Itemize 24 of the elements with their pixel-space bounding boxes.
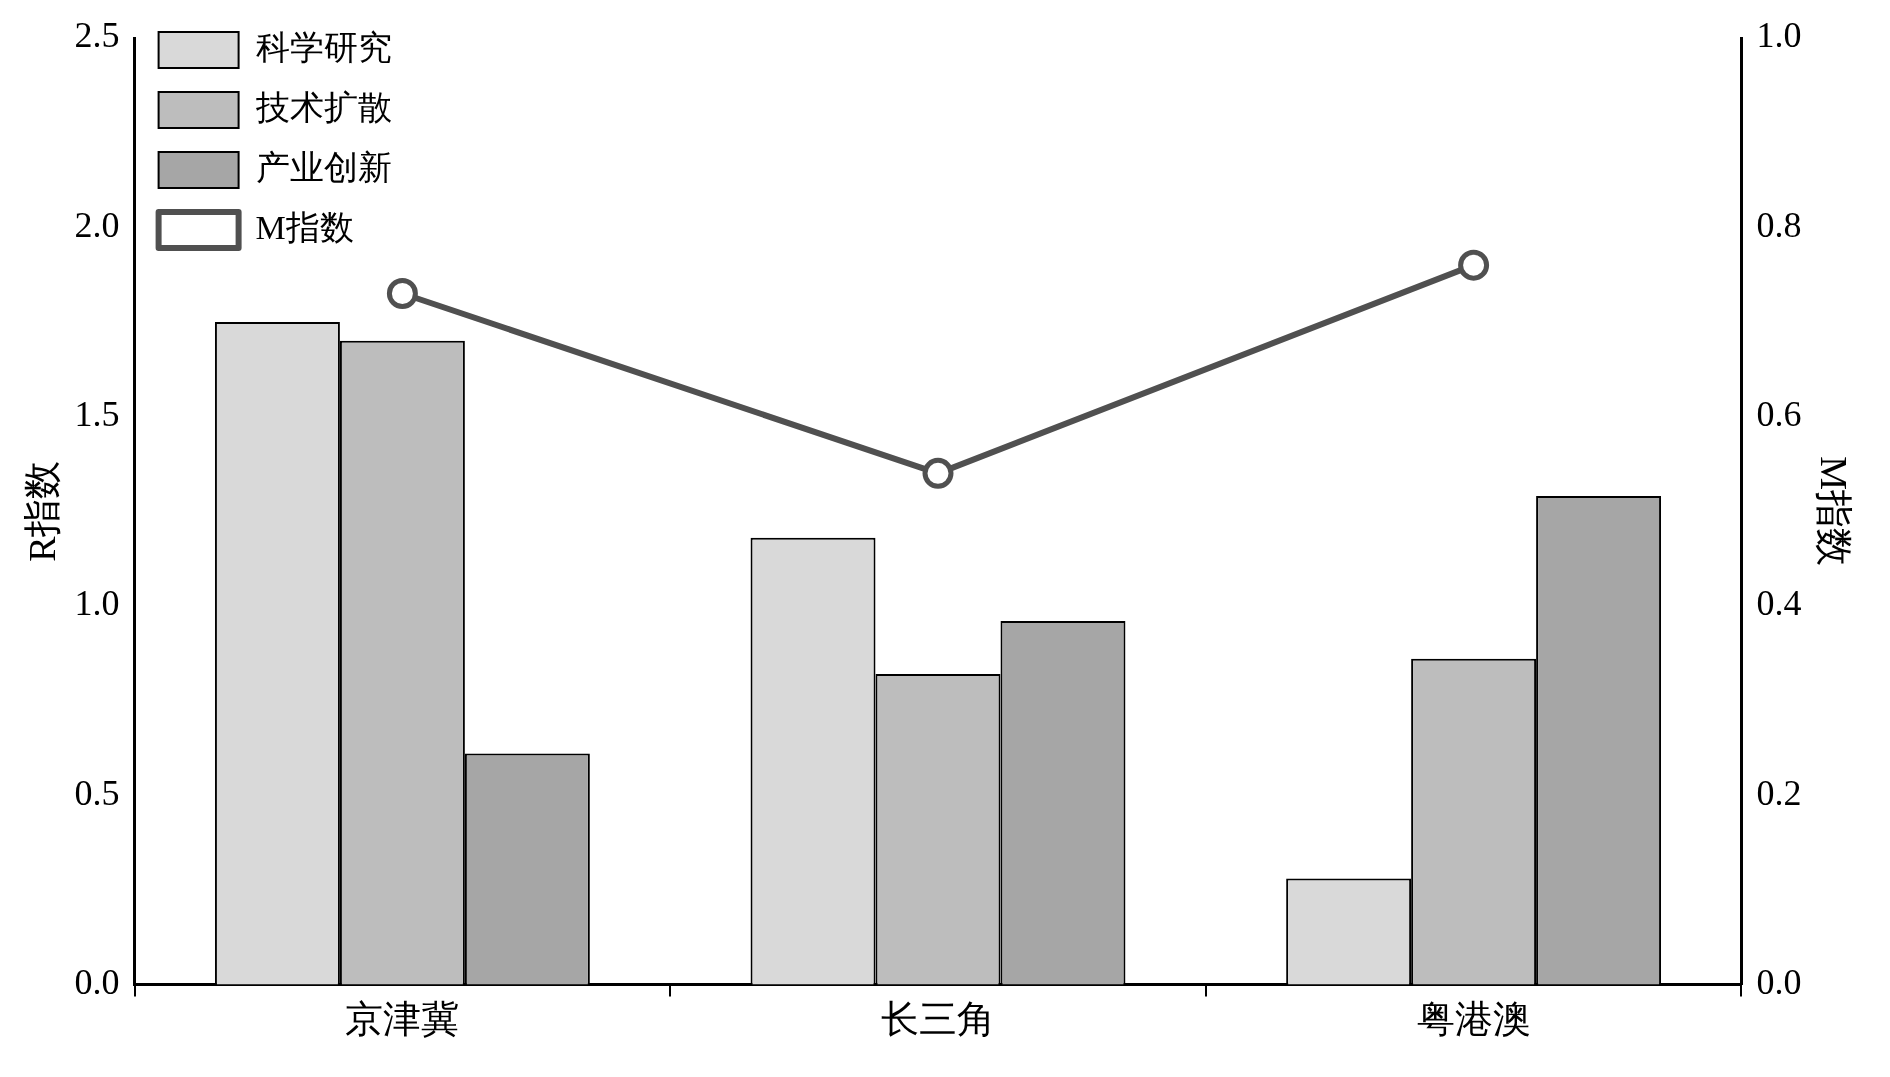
legend-label: M指数 <box>255 208 354 246</box>
y-tick-label: 0.0 <box>74 961 120 1002</box>
legend-label: 科学研究 <box>255 28 392 66</box>
x-tick-label: 长三角 <box>881 998 995 1041</box>
y2-tick-label: 1.0 <box>1756 15 1802 56</box>
legend-label: 产业创新 <box>255 148 392 186</box>
y2-tick-label: 0.6 <box>1756 394 1802 435</box>
y-tick-label: 0.5 <box>74 772 120 813</box>
point <box>1458 249 1490 281</box>
y-tick-label: 1.5 <box>74 394 120 435</box>
y2-axis-title: M指数 <box>1813 456 1856 567</box>
y2-tick-label: 0.0 <box>1756 961 1802 1002</box>
y2-tick-label: 0.2 <box>1756 772 1802 813</box>
y-tick-label: 2.0 <box>74 204 120 245</box>
y-tick-label: 1.0 <box>74 583 120 624</box>
y-axis-title: R指数 <box>20 460 63 562</box>
y-tick-label: 2.5 <box>74 15 120 56</box>
point <box>386 278 418 310</box>
legend-label: 技术扩散 <box>254 88 392 126</box>
point <box>922 457 954 489</box>
y2-tick-label: 0.8 <box>1756 204 1802 245</box>
x-tick-label: 京津冀 <box>345 998 460 1041</box>
y2-tick-label: 0.4 <box>1756 583 1802 624</box>
x-tick-label: 粤港澳 <box>1416 998 1531 1041</box>
